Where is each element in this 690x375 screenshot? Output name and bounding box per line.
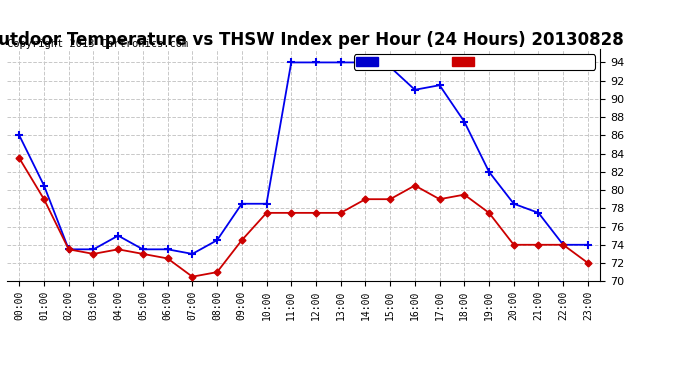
Title: Outdoor Temperature vs THSW Index per Hour (24 Hours) 20130828: Outdoor Temperature vs THSW Index per Ho… — [0, 31, 624, 49]
Legend: THSW  (°F), Temperature  (°F): THSW (°F), Temperature (°F) — [353, 54, 595, 69]
Text: Copyright 2013 Cartronics.com: Copyright 2013 Cartronics.com — [7, 39, 188, 50]
